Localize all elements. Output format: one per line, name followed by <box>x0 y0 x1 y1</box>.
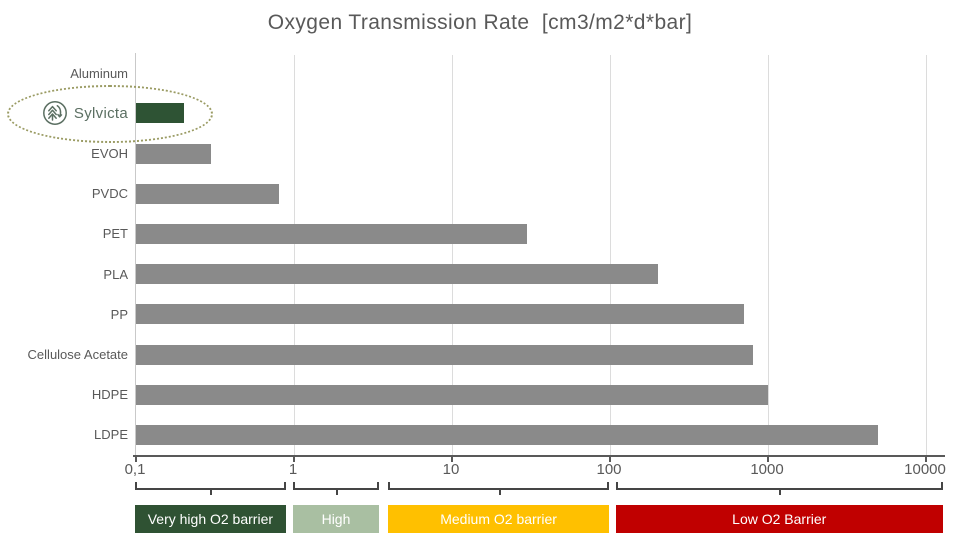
bracket-mid <box>210 488 213 495</box>
axis-tick-1000 <box>767 457 769 462</box>
bar-hdpe <box>136 384 768 405</box>
bracket-end-right <box>376 482 379 488</box>
bar-ldpe <box>136 424 879 445</box>
sylvicta-highlight-ellipse <box>7 85 213 143</box>
bar-cellulose-acetate <box>136 344 753 365</box>
category-text: PVDC <box>91 186 128 202</box>
bracket-end-left <box>135 482 137 488</box>
x-tick-label-0,1: 0,1 <box>124 461 146 478</box>
category-text: HDPE <box>91 387 128 403</box>
bar-pet <box>136 223 528 244</box>
gridline-10000 <box>926 55 927 455</box>
category-text: LDPE <box>94 427 128 443</box>
axis-tick-0,1 <box>135 457 137 462</box>
category-text: PP <box>110 306 128 322</box>
chart-title: Oxygen Transmission Rate [cm3/m2*d*bar] <box>267 11 693 34</box>
legend-zone-very-high-o2-barrier: Very high O2 barrier <box>135 505 286 533</box>
bracket-end-left <box>293 482 295 488</box>
category-text: PLA <box>103 266 128 282</box>
category-label-evoh: EVOH <box>0 133 128 173</box>
category-label-hdpe: HDPE <box>0 375 128 415</box>
legend-zone-label: Very high O2 barrier <box>147 511 274 527</box>
x-tick-label-10000: 10000 <box>904 461 946 478</box>
bar-pp <box>136 304 744 325</box>
gridline-1 <box>294 55 295 455</box>
bar-evoh <box>136 143 212 164</box>
x-tick-label-10: 10 <box>442 461 460 478</box>
axis-tick-100 <box>609 457 611 462</box>
category-label-cellulose-acetate: Cellulose Acetate <box>0 334 128 374</box>
category-label-pp: PP <box>0 294 128 334</box>
axis-tick-10000 <box>925 457 927 462</box>
category-text: EVOH <box>91 145 128 161</box>
category-label-pet: PET <box>0 214 128 254</box>
bracket-end-left <box>388 482 391 488</box>
category-text: Aluminum <box>70 65 128 81</box>
bracket-end-right <box>607 482 609 488</box>
legend-zone-label: Medium O2 barrier <box>440 511 557 527</box>
x-tick-label-100: 100 <box>596 461 622 478</box>
legend-zone-medium-o2-barrier: Medium O2 barrier <box>388 505 609 533</box>
gridline-1000 <box>768 55 769 455</box>
bracket-mid <box>779 488 782 495</box>
gridline-100 <box>610 55 611 455</box>
x-tick-label-1: 1 <box>288 461 298 478</box>
plot-area <box>135 53 927 455</box>
category-label-pla: PLA <box>0 254 128 294</box>
gridline-10 <box>452 55 453 455</box>
bar-pla <box>136 264 658 285</box>
axis-tick-1 <box>293 457 295 462</box>
bracket-end-right <box>941 482 943 488</box>
bar-pvdc <box>136 183 279 204</box>
legend-zone-label: Low O2 Barrier <box>732 511 827 527</box>
bracket-mid <box>498 488 501 495</box>
legend-zone-high: High <box>293 505 379 533</box>
bracket-mid <box>335 488 338 495</box>
bracket-medium-o2-barrier <box>388 488 609 490</box>
category-text: PET <box>102 226 128 242</box>
bracket-low-o2-barrier <box>615 488 943 490</box>
axis-tick-10 <box>451 457 453 462</box>
category-label-aluminum: Aluminum <box>0 53 128 93</box>
x-tick-label-1000: 1000 <box>750 461 784 478</box>
bracket-end-left <box>615 482 618 488</box>
category-text: Cellulose Acetate <box>27 346 128 362</box>
category-label-ldpe: LDPE <box>0 415 128 455</box>
legend-zone-label: High <box>321 511 351 527</box>
bracket-end-right <box>283 482 286 488</box>
x-axis-line <box>133 455 945 462</box>
legend-zone-low-o2-barrier: Low O2 Barrier <box>615 505 943 533</box>
category-label-pvdc: PVDC <box>0 174 128 214</box>
